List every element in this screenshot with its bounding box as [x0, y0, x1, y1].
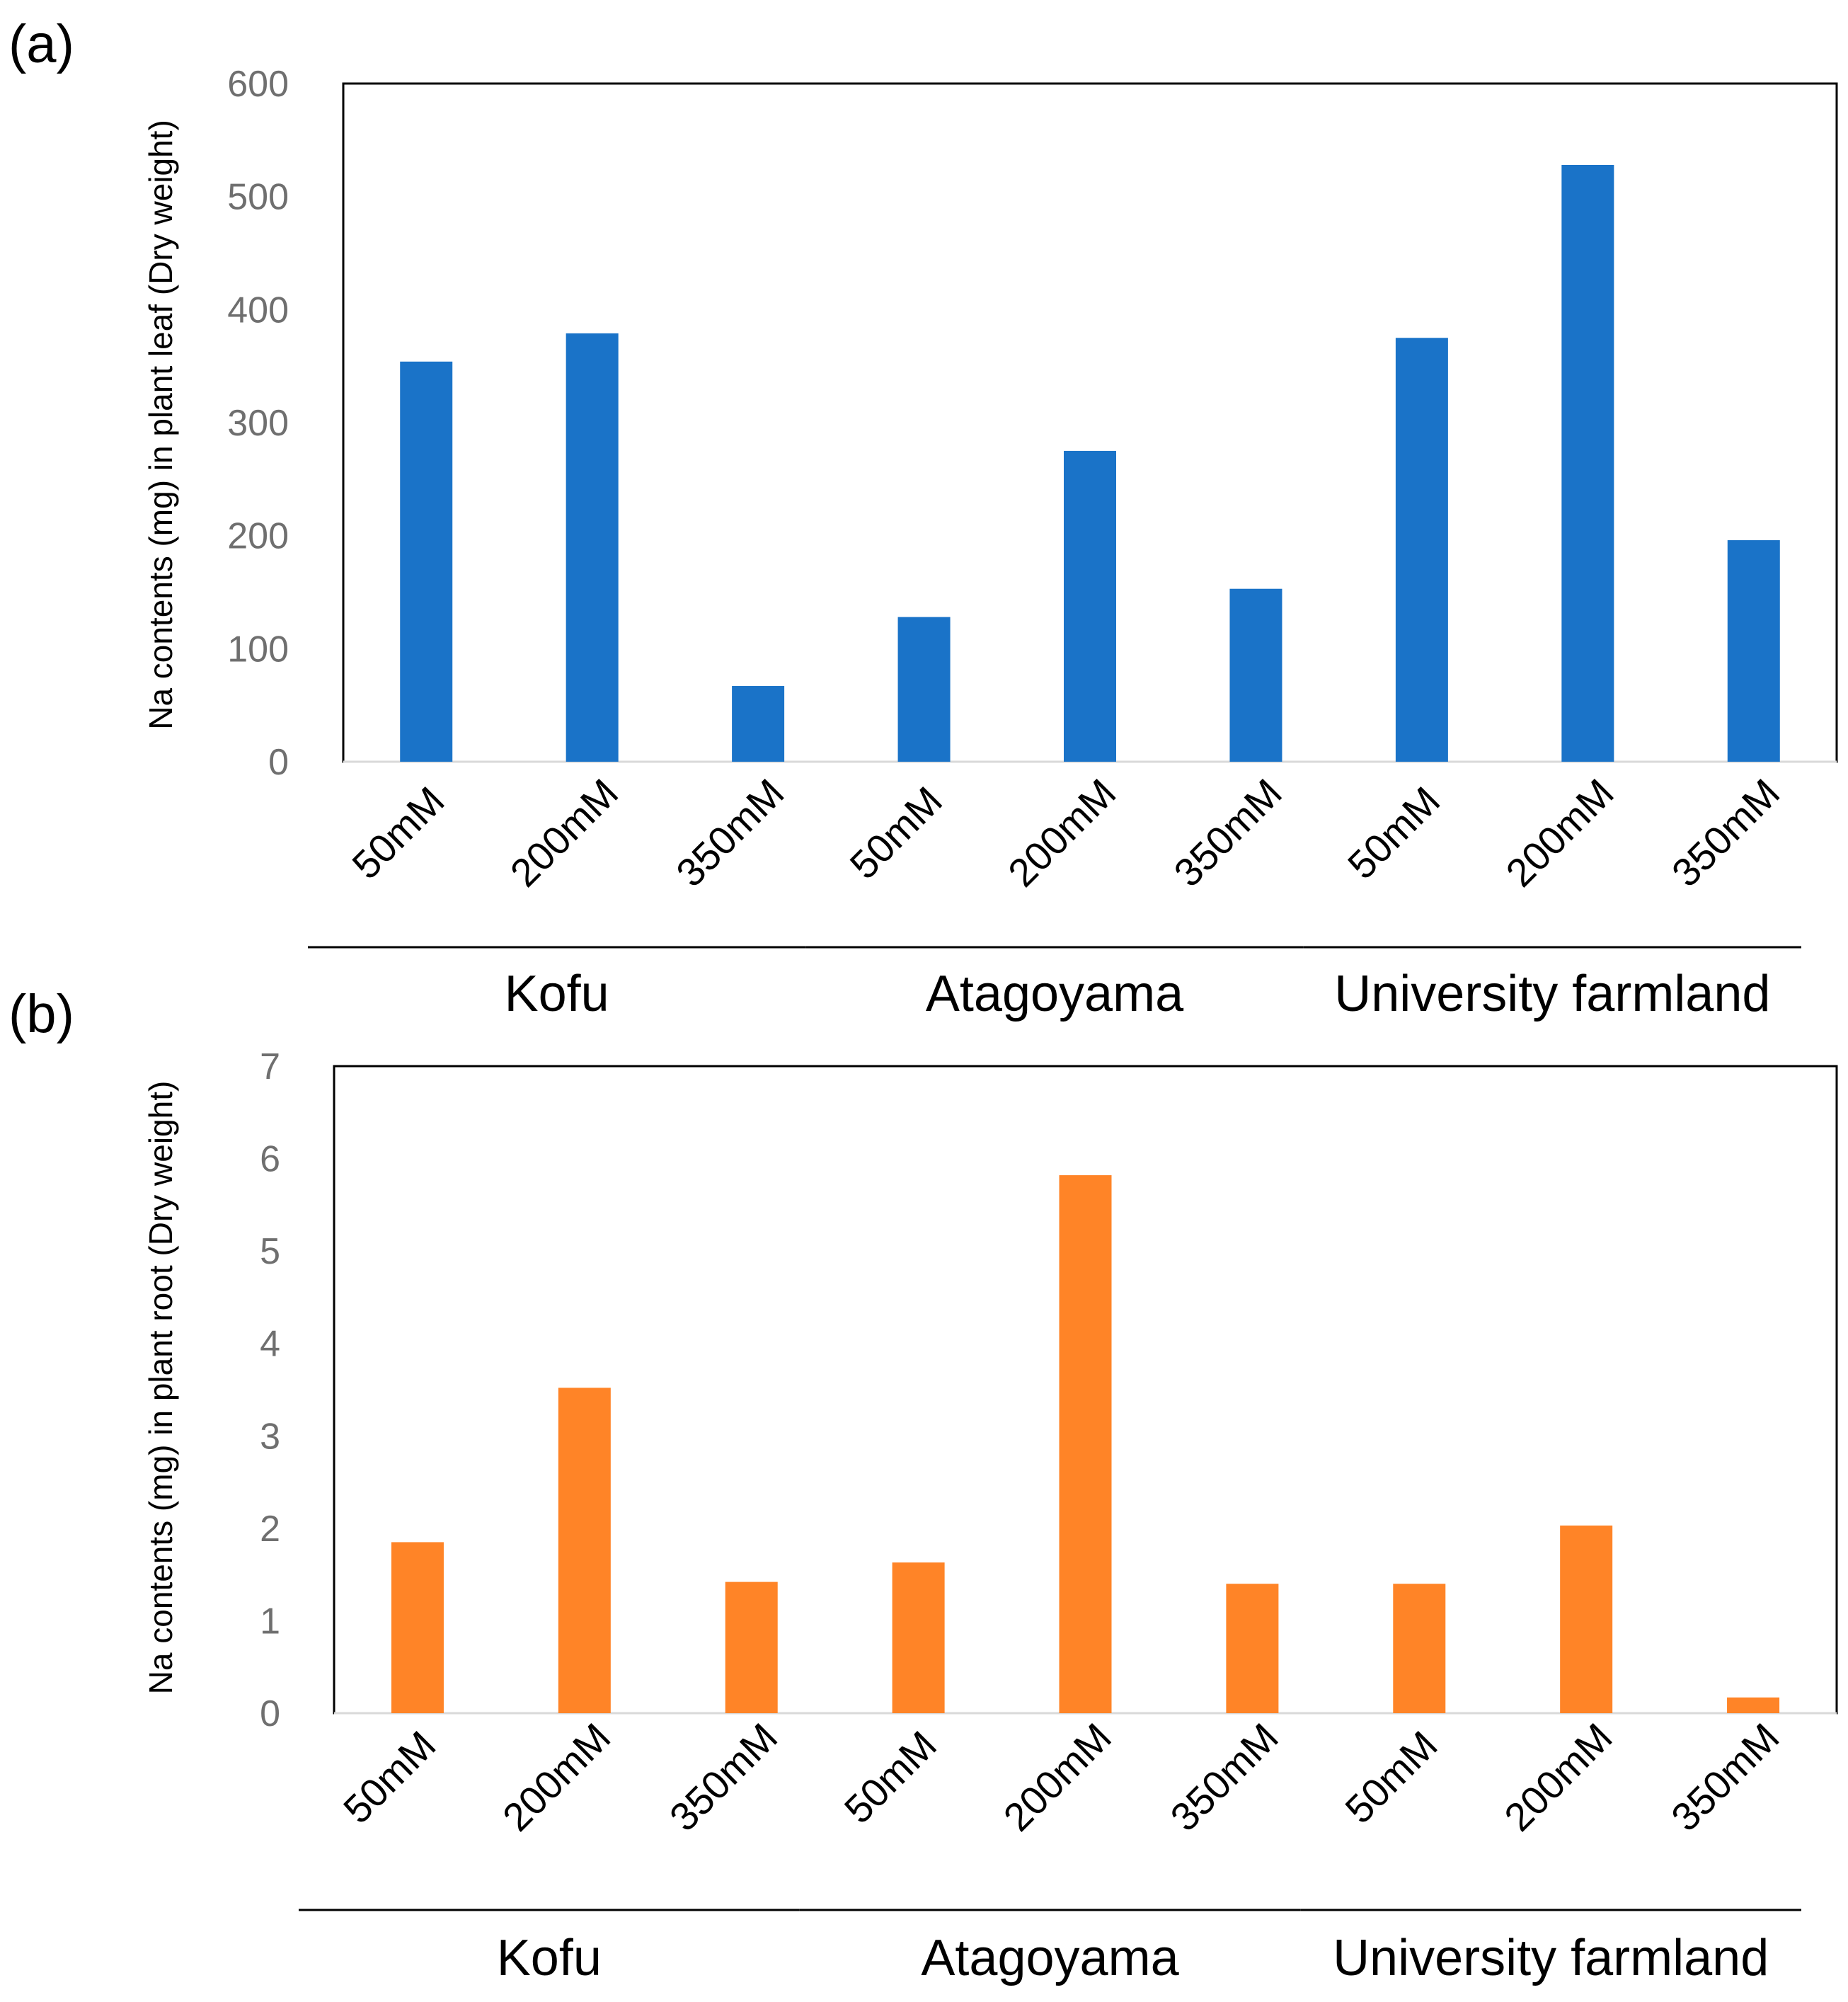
x-tick-label: 350mM	[1663, 770, 1789, 896]
bar	[1560, 1525, 1613, 1713]
x-tick-label: 200mM	[999, 770, 1125, 896]
x-tick-label: 350mM	[1165, 770, 1290, 896]
bar	[400, 361, 453, 762]
group-label: Kofu	[505, 966, 609, 1022]
bar	[897, 617, 951, 762]
y-tick-label: 5	[260, 1231, 280, 1272]
x-tick-labels: 50mM 200mM 350mM 50mM 200mM 350mM 50mM 200mM 350…	[335, 1715, 1788, 1840]
bar	[725, 1581, 778, 1713]
x-tick-label: 200mM	[1497, 770, 1622, 896]
bar	[1059, 1175, 1112, 1713]
y-tick-labels: 0 100 200 300 400 500 600	[227, 64, 289, 783]
panel-a-leaf-chart: (a) Na contents (mg) in plant leaf (Dry …	[8, 14, 1838, 1022]
x-tick-label: 350mM	[1663, 1715, 1788, 1840]
bar	[732, 686, 785, 762]
y-tick-labels: 0 1 2 3 4 5 6 7	[260, 1046, 280, 1734]
y-axis-label: Na contents (mg) in plant leaf (Dry weig…	[142, 120, 179, 730]
bar-series	[343, 164, 1837, 763]
x-tick-label: 50mM	[836, 1722, 946, 1832]
x-tick-label: 50mM	[1339, 778, 1449, 888]
x-tick-label: 350mM	[1161, 1715, 1287, 1840]
panel-label: (b)	[8, 984, 74, 1044]
bar	[1393, 1584, 1446, 1713]
y-tick-label: 600	[227, 64, 289, 105]
bar-series	[334, 1175, 1837, 1715]
group-label: Kofu	[497, 1930, 602, 1986]
bar	[1064, 450, 1116, 762]
y-tick-label: 300	[227, 403, 289, 444]
panel-b-root-chart: (b) Na contents (mg) in plant root (Dry …	[8, 984, 1838, 1986]
y-axis-label: Na contents (mg) in plant root (Dry weig…	[142, 1081, 179, 1695]
x-tick-label: 200mM	[502, 770, 627, 896]
y-tick-label: 2	[260, 1509, 280, 1550]
bar	[391, 1542, 444, 1713]
group-labels: Kofu Atagoyama University farmland	[299, 1909, 1801, 1986]
bar	[892, 1562, 945, 1713]
x-tick-label: 50mM	[335, 1722, 444, 1832]
group-label: Atagoyama	[926, 966, 1184, 1022]
bar	[558, 1388, 611, 1713]
group-label: University farmland	[1334, 966, 1770, 1022]
bar	[1727, 1697, 1780, 1713]
panel-label: (a)	[8, 14, 74, 74]
x-tick-label: 200mM	[994, 1715, 1120, 1840]
y-tick-label: 0	[260, 1693, 280, 1734]
bar	[1727, 540, 1780, 762]
x-tick-label: 50mM	[1336, 1722, 1446, 1832]
bar	[1226, 1584, 1279, 1713]
y-tick-label: 200	[227, 516, 289, 557]
bar	[566, 333, 619, 762]
bar	[1395, 338, 1448, 762]
y-tick-label: 100	[227, 629, 289, 670]
y-tick-label: 7	[260, 1046, 280, 1087]
x-tick-label: 200mM	[494, 1715, 619, 1840]
x-tick-labels: 50mM 200mM 350mM 50mM 200mM 350mM 50mM 200mM 350…	[343, 770, 1788, 896]
group-labels: Kofu Atagoyama University farmland	[308, 946, 1801, 1022]
y-tick-label: 1	[260, 1601, 280, 1642]
y-tick-label: 500	[227, 177, 289, 218]
y-tick-label: 3	[260, 1416, 280, 1457]
y-tick-label: 6	[260, 1139, 280, 1180]
bar	[1229, 588, 1282, 762]
x-tick-label: 200mM	[1496, 1715, 1621, 1840]
x-tick-label: 350mM	[667, 770, 793, 896]
group-label: Atagoyama	[921, 1930, 1179, 1986]
x-tick-label: 50mM	[841, 778, 951, 888]
y-tick-label: 0	[268, 742, 289, 783]
y-tick-label: 400	[227, 290, 289, 331]
x-tick-label: 350mM	[661, 1715, 786, 1840]
x-tick-label: 50mM	[343, 778, 453, 888]
group-label: University farmland	[1333, 1930, 1769, 1986]
y-tick-label: 4	[260, 1324, 280, 1365]
bar	[1561, 164, 1614, 762]
